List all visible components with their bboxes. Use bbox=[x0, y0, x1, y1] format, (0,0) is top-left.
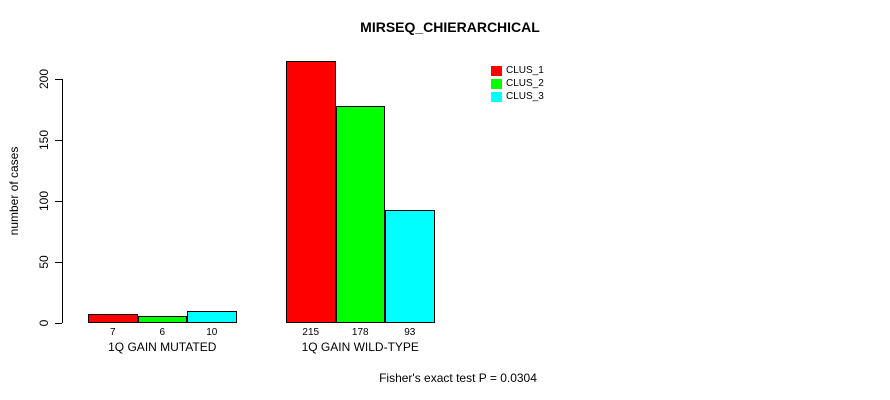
legend-item-clus1: CLUS_1 bbox=[491, 64, 544, 77]
legend-swatch-green bbox=[491, 78, 502, 89]
y-axis-tick bbox=[55, 78, 62, 80]
y-axis-tick-label: 50 bbox=[37, 255, 51, 269]
annotation-fisher-test: Fisher's exact test P = 0.0304 bbox=[379, 371, 537, 385]
bar-clus_3-group1 bbox=[187, 310, 237, 323]
y-axis-tick bbox=[55, 139, 62, 141]
y-axis-title: number of cases bbox=[7, 146, 21, 236]
y-axis-tick-label: 150 bbox=[37, 129, 51, 151]
legend-label: CLUS_2 bbox=[506, 78, 544, 89]
bar-clus_2-group1 bbox=[137, 315, 187, 323]
bar-clus_2-group2 bbox=[335, 105, 385, 323]
legend: CLUS_1 CLUS_2 CLUS_3 bbox=[491, 64, 544, 103]
y-axis-tick-label: 100 bbox=[37, 190, 51, 212]
bar-value-label: 215 bbox=[302, 327, 320, 338]
y-axis-tick-label: 200 bbox=[37, 68, 51, 90]
bar-clus_1-group1 bbox=[88, 314, 138, 323]
bar-clus_1-group2 bbox=[286, 60, 336, 323]
legend-swatch-red bbox=[491, 65, 502, 76]
y-axis-tick-label: 0 bbox=[37, 319, 51, 327]
bar-value-label: 178 bbox=[351, 327, 369, 338]
chart-title: MIRSEQ_CHIERARCHICAL bbox=[360, 19, 540, 35]
bar-value-label: 6 bbox=[159, 327, 166, 338]
y-axis-tick bbox=[55, 200, 62, 202]
legend-label: CLUS_3 bbox=[506, 91, 544, 102]
y-axis-tick bbox=[55, 261, 62, 263]
category-label: 1Q GAIN MUTATED bbox=[108, 340, 217, 354]
legend-item-clus3: CLUS_3 bbox=[491, 90, 544, 103]
legend-swatch-cyan bbox=[491, 91, 502, 102]
y-axis-line bbox=[62, 79, 63, 323]
bar-value-label: 10 bbox=[206, 327, 218, 338]
bar-clus_3-group2 bbox=[385, 209, 435, 323]
bar-value-label: 93 bbox=[404, 327, 416, 338]
y-axis-tick bbox=[55, 322, 62, 324]
legend-label: CLUS_1 bbox=[506, 65, 544, 76]
bar-value-label: 7 bbox=[109, 327, 116, 338]
legend-item-clus2: CLUS_2 bbox=[491, 77, 544, 90]
category-label: 1Q GAIN WILD-TYPE bbox=[301, 340, 419, 354]
